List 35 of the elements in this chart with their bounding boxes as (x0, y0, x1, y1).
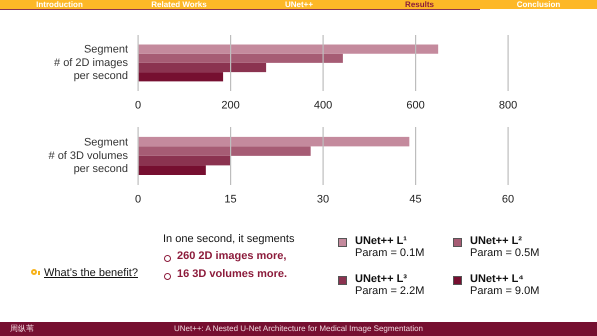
legend-label: UNet++ L³ Param = 2.2M (355, 273, 424, 297)
text: In one second, it segments (163, 233, 294, 245)
bar (138, 72, 224, 82)
bar (138, 136, 410, 146)
x-tick-label: 600 (406, 99, 425, 112)
text: Conclusion (516, 0, 562, 10)
x-tick-label: 15 (224, 193, 237, 206)
y-tick-label: Segment # of 2D images per second (54, 44, 128, 82)
text: Results (404, 0, 435, 10)
y-tick-label: Segment # of 3D volumes per second (48, 136, 128, 176)
bar (138, 146, 311, 156)
legend-label: UNet++ L² Param = 0.5M (470, 235, 540, 259)
x-tick-label: 0 (134, 193, 142, 206)
text: Related Works (150, 0, 208, 10)
x-tick-label: 800 (498, 99, 518, 112)
x-tick-label: 200 (221, 99, 240, 112)
x-tick-label: 0 (134, 99, 142, 112)
text: What’s the benefit? (44, 267, 138, 279)
x-tick-label: 45 (409, 193, 422, 206)
x-tick-label: 60 (502, 193, 514, 206)
bar (138, 165, 206, 175)
text: UNet++ (284, 0, 314, 10)
text: Introduction (35, 0, 84, 10)
bar (138, 156, 230, 166)
bar (138, 54, 343, 63)
text: 周纵苇 (10, 324, 34, 334)
legend-label: UNet++ L⁴ Param = 9.0M (470, 273, 540, 297)
x-tick-label: 400 (314, 99, 332, 112)
x-tick-label: 30 (316, 193, 330, 206)
text: 16 3D volumes more. (177, 268, 288, 280)
bar (138, 62, 266, 72)
bar (138, 44, 438, 54)
legend-label: UNet++ L¹ Param = 0.1M (355, 235, 424, 259)
text: UNet++: A Nested U-Net Architecture for Medical Image Segmentation (174, 324, 423, 333)
text: 260 2D images more, (177, 250, 286, 262)
